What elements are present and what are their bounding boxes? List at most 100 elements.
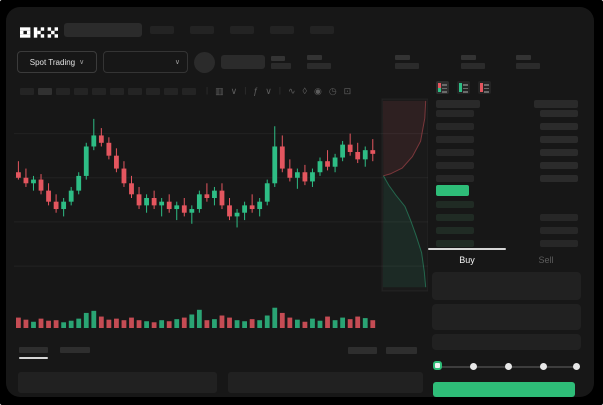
- orderbook-bid-row[interactable]: [436, 214, 578, 221]
- fullscreen-icon[interactable]: ⊡: [343, 85, 352, 96]
- ticker-stat-label-placeholder: [461, 55, 476, 60]
- last-price-placeholder: [271, 55, 291, 69]
- price-input-placeholder[interactable]: [432, 272, 581, 300]
- orderbook-ask-row[interactable]: [436, 136, 578, 143]
- nav-item-placeholder[interactable]: [190, 26, 214, 34]
- slider-stop-dot[interactable]: [540, 363, 547, 370]
- orderbook-view-toggles: [436, 81, 491, 94]
- chart-footer-tab[interactable]: [19, 347, 48, 353]
- ticker-stat-value-placeholder: [307, 63, 331, 69]
- price-value-placeholder: [271, 62, 291, 69]
- ask-price-placeholder: [436, 110, 474, 117]
- ticker-stat-value-placeholder: [461, 63, 485, 69]
- ticker-stat-label-placeholder: [307, 55, 322, 60]
- timeframe-button[interactable]: [38, 87, 52, 95]
- ask-size-placeholder: [540, 149, 578, 156]
- ask-size-placeholder: [540, 162, 578, 169]
- line-tool-icon[interactable]: ∿: [287, 85, 296, 96]
- ask-price-placeholder: [436, 136, 474, 143]
- chart-toolbar: | ▥ ∨ | ƒ ∨ | ∿ ◊ ◉ ◷ ⊡: [6, 74, 594, 97]
- orderbook-amount-header-placeholder: [534, 100, 578, 108]
- timeframe-selector: [20, 87, 196, 95]
- eraser-icon[interactable]: ◊: [302, 85, 307, 96]
- ticker-stats: [307, 55, 540, 69]
- slider-stop-dot[interactable]: [470, 363, 477, 370]
- nav-item-placeholder[interactable]: [310, 26, 334, 34]
- nav-item-placeholder[interactable]: [230, 26, 254, 34]
- timeframe-button[interactable]: [182, 87, 196, 95]
- ask-size-placeholder: [540, 123, 578, 130]
- ticker-stat-placeholder: [516, 55, 540, 69]
- chart-footer-tab[interactable]: [60, 347, 90, 353]
- timeframe-button[interactable]: [56, 87, 70, 95]
- ask-price-placeholder: [436, 162, 474, 169]
- ticker-stat-placeholder: [461, 55, 485, 69]
- app-window: Spot Trading ∨ ∨ | ▥ ∨ | ƒ ∨ | ∿ ◊ ◉ ◷ ⊡: [6, 7, 594, 397]
- candlestick-chart[interactable]: [14, 98, 428, 340]
- orderbook-ask-row[interactable]: [436, 123, 578, 130]
- timeframe-button[interactable]: [20, 87, 34, 95]
- timeframe-button[interactable]: [74, 87, 88, 95]
- chevron-down-icon[interactable]: ∨: [265, 85, 272, 96]
- chevron-down-icon[interactable]: ∨: [230, 85, 238, 96]
- orderbook-bid-row[interactable]: [436, 240, 578, 247]
- bid-size-placeholder: [540, 240, 578, 247]
- top-nav: [6, 7, 594, 38]
- bid-price-placeholder: [436, 201, 474, 208]
- chart-footer-chip[interactable]: [348, 347, 377, 354]
- timeframe-button[interactable]: [128, 87, 142, 95]
- pair-dropdown[interactable]: ∨: [103, 51, 188, 73]
- timeframe-button[interactable]: [110, 87, 124, 95]
- slider-stop-dot[interactable]: [573, 363, 580, 370]
- amount-input-placeholder[interactable]: [432, 304, 581, 330]
- nav-item-placeholder[interactable]: [150, 26, 174, 34]
- primary-nav: [150, 26, 334, 34]
- total-input-placeholder[interactable]: [432, 334, 581, 350]
- chart-footer-chip[interactable]: [386, 347, 417, 354]
- tab-buy[interactable]: Buy: [459, 255, 475, 265]
- orderbook-ask-row[interactable]: [436, 162, 578, 169]
- market-mode-label: Spot Trading: [29, 57, 76, 67]
- ticker-stat-label-placeholder: [516, 55, 531, 60]
- orderbook-price-header-placeholder: [436, 100, 480, 108]
- indicators-icon[interactable]: ƒ: [253, 85, 259, 96]
- active-tab-indicator: [19, 357, 48, 359]
- ticker-stat-value-placeholder: [395, 63, 419, 69]
- orderbook-bid-row[interactable]: [436, 227, 578, 234]
- market-bar: Spot Trading ∨ ∨: [6, 38, 594, 74]
- orderbook-asks: [436, 110, 578, 182]
- ticker-stat-value-placeholder: [516, 63, 540, 69]
- ask-price-placeholder: [436, 175, 474, 182]
- bid-size-placeholder: [540, 214, 578, 221]
- book-bids-icon[interactable]: [457, 81, 470, 94]
- chevron-down-icon: ∨: [79, 58, 85, 66]
- orderbook-ask-row[interactable]: [436, 175, 578, 182]
- okx-logo-glyph: [20, 26, 58, 38]
- search-input[interactable]: [64, 23, 142, 37]
- divider: |: [206, 86, 209, 95]
- timeframe-button[interactable]: [92, 87, 106, 95]
- nav-item-placeholder[interactable]: [270, 26, 294, 34]
- slider-stop-dot[interactable]: [505, 363, 512, 370]
- market-mode-selector[interactable]: Spot Trading ∨: [17, 51, 97, 73]
- book-combined-icon[interactable]: [436, 81, 449, 94]
- orderbook-ask-row[interactable]: [436, 149, 578, 156]
- orderbook-bid-row[interactable]: [436, 201, 578, 208]
- timeframe-button[interactable]: [146, 87, 160, 95]
- camera-icon[interactable]: ◉: [313, 85, 322, 96]
- buy-tab-indicator: [428, 248, 506, 250]
- last-price-highlight[interactable]: [436, 185, 469, 196]
- ticker-stat-label-placeholder: [395, 55, 410, 60]
- timeframe-button[interactable]: [164, 87, 178, 95]
- tab-sell[interactable]: Sell: [538, 255, 554, 265]
- bid-price-placeholder: [436, 214, 474, 221]
- book-asks-icon[interactable]: [478, 81, 491, 94]
- amount-slider-handle[interactable]: [433, 361, 442, 370]
- candle-style-icon[interactable]: ▥: [215, 85, 224, 96]
- orderbook-ask-row[interactable]: [436, 110, 578, 117]
- ticker-stat-placeholder: [395, 55, 419, 69]
- orderbook-bids: [436, 201, 578, 247]
- history-icon[interactable]: ◷: [328, 85, 337, 96]
- buy-submit-button[interactable]: [433, 382, 575, 397]
- divider: |: [244, 86, 247, 95]
